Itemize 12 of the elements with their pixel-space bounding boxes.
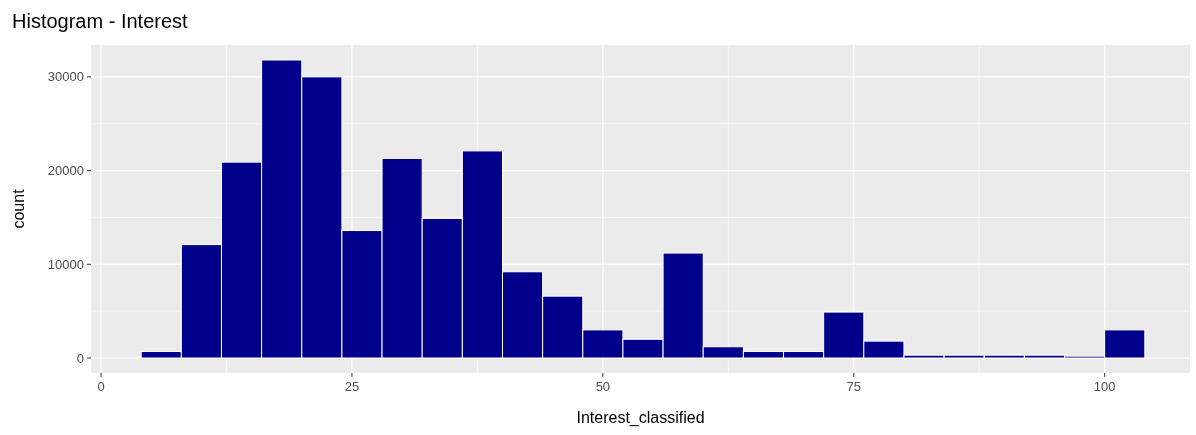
- x-tick-label: 100: [1093, 379, 1116, 394]
- y-tick-label: 20000: [47, 163, 84, 179]
- y-tick-label: 0: [76, 350, 84, 366]
- y-tick-label: 30000: [47, 69, 84, 85]
- y-axis-title: count: [10, 188, 27, 229]
- chart-title: Histogram - Interest: [12, 10, 189, 32]
- x-tick-label: 75: [846, 379, 862, 394]
- x-tick-label: 25: [344, 379, 360, 394]
- x-tick-label: 0: [97, 379, 105, 394]
- y-tick-label: 10000: [47, 256, 84, 272]
- x-tick-label: 50: [595, 379, 611, 394]
- x-axis-title: Interest_classified: [576, 409, 705, 427]
